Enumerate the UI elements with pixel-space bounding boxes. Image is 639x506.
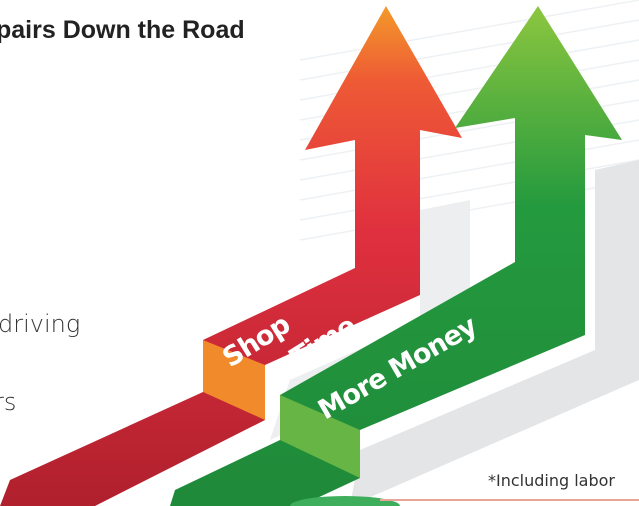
shadow [350, 160, 639, 506]
body-line: rs [0, 388, 16, 416]
green-arrow [170, 6, 622, 506]
footnote: *Including labor [488, 471, 615, 490]
red-arrow [0, 6, 462, 506]
body-line: driving [0, 310, 80, 338]
green-disc [290, 496, 400, 506]
green-arrow-step [280, 395, 360, 478]
title: pairs Down the Road [0, 16, 245, 44]
red-arrow-step [203, 340, 265, 420]
